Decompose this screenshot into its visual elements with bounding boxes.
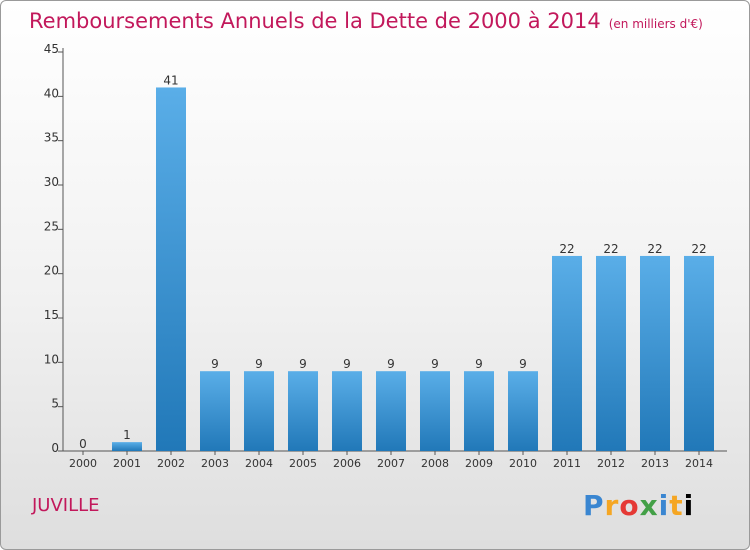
x-tick-label: 2003	[201, 457, 229, 470]
y-tick-label: 0	[51, 441, 59, 455]
x-tick-label: 2013	[641, 457, 669, 470]
brand-letter: r	[604, 489, 620, 522]
x-tick-label: 2014	[685, 457, 713, 470]
data-label-2006: 9	[343, 357, 351, 371]
bar-2009	[464, 371, 494, 451]
data-label-2004: 9	[255, 357, 263, 371]
brand-logo: Proxiti	[583, 489, 694, 522]
data-label-2010: 9	[519, 357, 527, 371]
bar-2005	[288, 371, 318, 451]
data-label-2011: 22	[559, 242, 574, 256]
x-tick-label: 2004	[245, 457, 273, 470]
data-label-2012: 22	[603, 242, 618, 256]
brand-letter: i	[658, 489, 670, 522]
bar-2002	[156, 87, 186, 451]
y-tick-label: 10	[44, 352, 59, 366]
x-tick-label: 2012	[597, 457, 625, 470]
data-label-2001: 1	[123, 428, 131, 442]
y-tick-label: 25	[44, 219, 59, 233]
y-tick-label: 45	[44, 42, 59, 56]
brand-letter: x	[639, 489, 659, 522]
x-tick-label: 2007	[377, 457, 405, 470]
data-label-2002: 41	[163, 73, 178, 87]
y-tick-label: 5	[51, 397, 59, 411]
data-label-2003: 9	[211, 357, 219, 371]
data-label-2014: 22	[691, 242, 706, 256]
chart-bars: 0 1 41 9 9 9 9 9 9 9 9 22 22 22 22	[79, 73, 714, 451]
bar-2006	[332, 371, 362, 451]
x-tick-label: 2000	[69, 457, 97, 470]
city-name: JUVILLE	[32, 495, 100, 516]
bar-2011	[552, 255, 582, 451]
data-label-2013: 22	[647, 242, 662, 256]
x-tick-label: 2009	[465, 457, 493, 470]
brand-letter: o	[619, 489, 640, 522]
bar-2010	[508, 371, 538, 451]
bar-2014	[684, 255, 714, 451]
y-tick-label: 30	[44, 175, 59, 189]
x-tick-label: 2010	[509, 457, 537, 470]
bar-2008	[420, 371, 450, 451]
x-tick-label: 2011	[553, 457, 581, 470]
brand-letter: i	[683, 489, 695, 522]
data-label-2007: 9	[387, 357, 395, 371]
x-tick-label: 2005	[289, 457, 317, 470]
data-label-2008: 9	[431, 357, 439, 371]
data-label-2005: 9	[299, 357, 307, 371]
bar-2007	[376, 371, 406, 451]
chart-title: Remboursements Annuels de la Dette de 20…	[29, 9, 703, 33]
y-tick-label: 40	[44, 86, 59, 100]
bar-2013	[640, 255, 670, 451]
brand-letter: P	[583, 489, 605, 522]
y-tick-label: 15	[44, 308, 59, 322]
data-label-2009: 9	[475, 357, 483, 371]
brand-letter: t	[669, 489, 684, 522]
bar-2003	[200, 371, 230, 451]
y-tick-label: 35	[44, 131, 59, 145]
bar-2004	[244, 371, 274, 451]
chart-title-unit: (en milliers d'€)	[608, 17, 703, 31]
y-tick-label: 20	[44, 264, 59, 278]
x-tick-label: 2008	[421, 457, 449, 470]
x-tick-label: 2006	[333, 457, 361, 470]
bar-2012	[596, 255, 626, 451]
data-label-2000: 0	[79, 437, 87, 451]
chart-title-main: Remboursements Annuels de la Dette de 20…	[29, 9, 601, 33]
bar-2001	[112, 442, 142, 451]
x-tick-label: 2001	[113, 457, 141, 470]
x-tick-label: 2002	[157, 457, 185, 470]
